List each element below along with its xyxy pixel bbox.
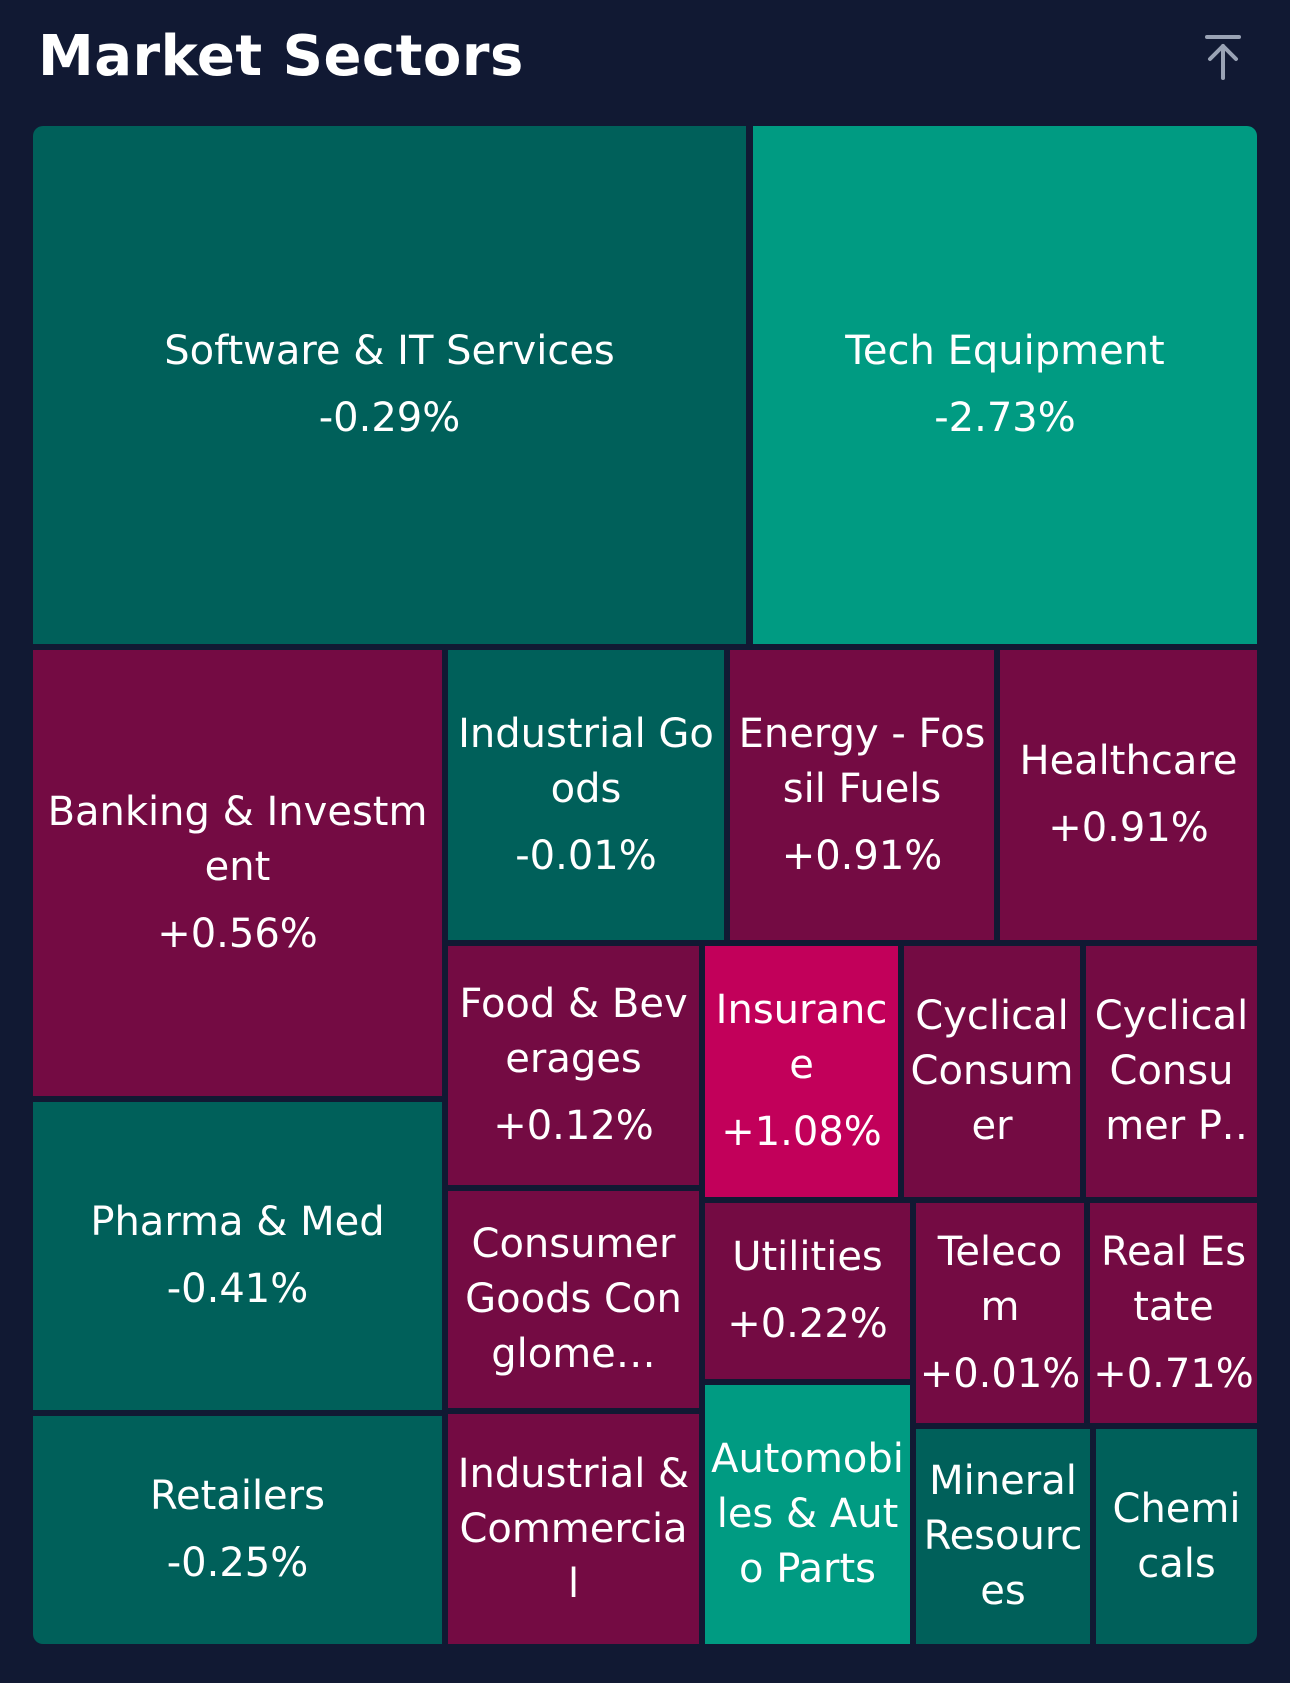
- tile-mineral-resources[interactable]: Mineral Resources: [916, 1429, 1090, 1644]
- tile-energy-fossil-fuels[interactable]: Energy - Fossil Fuels +0.91%: [730, 650, 994, 940]
- tile-cyclical-consumer[interactable]: Cyclical Consumer: [904, 946, 1080, 1197]
- tile-industrial-goods[interactable]: Industrial Goods -0.01%: [448, 650, 724, 940]
- sector-name: Automobiles & Auto Parts: [711, 1436, 904, 1592]
- sector-change: +0.91%: [781, 832, 943, 879]
- sector-change: -2.73%: [934, 395, 1076, 441]
- tile-healthcare[interactable]: Healthcare +0.91%: [1000, 650, 1257, 940]
- sector-change: +0.56%: [157, 910, 318, 957]
- sector-change: -0.29%: [318, 395, 461, 441]
- sector-name: Energy - Fossil Fuels: [738, 710, 986, 812]
- sector-name: Healthcare: [1019, 738, 1238, 784]
- tile-telecom[interactable]: Telecom +0.01%: [916, 1203, 1084, 1423]
- tile-chemicals[interactable]: Chemicals: [1096, 1429, 1257, 1644]
- sector-change: +1.08%: [721, 1109, 882, 1155]
- sector-change: +0.12%: [493, 1103, 654, 1149]
- tile-industrial-commercial[interactable]: Industrial & Commercial: [448, 1414, 699, 1644]
- sector-name: Cyclical Consumer: [910, 993, 1074, 1149]
- sector-name: Chemicals: [1112, 1485, 1241, 1587]
- tile-real-estate[interactable]: Real Estate +0.71%: [1090, 1203, 1257, 1423]
- tile-food-beverages[interactable]: Food & Beverages +0.12%: [448, 946, 699, 1185]
- tile-consumer-goods-conglomerates[interactable]: Consumer Goods Conglome…: [448, 1191, 699, 1408]
- sector-name: Industrial Goods: [458, 710, 714, 812]
- sector-name: Software & IT Services: [164, 328, 615, 374]
- sector-change: +0.71%: [1093, 1350, 1254, 1397]
- tile-automobiles-auto-parts[interactable]: Automobiles & Auto Parts: [705, 1385, 910, 1644]
- sector-name: Telecom: [937, 1228, 1063, 1330]
- sector-name: Cyclical Consumer Pro…: [1094, 993, 1249, 1149]
- collapse-button[interactable]: [1194, 28, 1252, 86]
- page-title: Market Sectors: [38, 24, 524, 89]
- sector-change: +0.91%: [1048, 805, 1209, 851]
- sector-name: Pharma & Med: [90, 1199, 385, 1245]
- tile-insurance[interactable]: Insurance +1.08%: [705, 946, 898, 1197]
- sector-name: Real Estate: [1100, 1228, 1247, 1330]
- arrow-up-to-line-icon: [1205, 35, 1241, 80]
- tile-utilities[interactable]: Utilities +0.22%: [705, 1203, 910, 1379]
- sector-name: Consumer Goods Conglome…: [465, 1221, 682, 1377]
- tile-software-it-services[interactable]: Software & IT Services -0.29%: [33, 126, 746, 644]
- tile-retailers[interactable]: Retailers -0.25%: [33, 1416, 442, 1644]
- sector-name: Mineral Resources: [923, 1458, 1083, 1614]
- sector-name: Tech Equipment: [845, 328, 1165, 374]
- header: Market Sectors: [38, 0, 1252, 126]
- sector-name: Industrial & Commercial: [457, 1450, 690, 1607]
- sector-name: Food & Beverages: [459, 981, 688, 1082]
- tile-pharma-med[interactable]: Pharma & Med -0.41%: [33, 1102, 442, 1410]
- sector-name: Utilities: [732, 1234, 883, 1280]
- sector-change: +0.22%: [727, 1301, 888, 1347]
- sector-change: +0.01%: [919, 1350, 1081, 1397]
- tile-cyclical-consumer-products[interactable]: Cyclical Consumer Pro…: [1086, 946, 1257, 1197]
- sector-change: -0.25%: [166, 1540, 309, 1586]
- sector-name: Banking & Investment: [47, 788, 428, 890]
- sector-name: Insurance: [715, 987, 888, 1088]
- sector-change: -0.01%: [515, 832, 657, 879]
- sector-change: -0.41%: [166, 1266, 309, 1312]
- tile-banking-investment[interactable]: Banking & Investment +0.56%: [33, 650, 442, 1096]
- tile-tech-equipment[interactable]: Tech Equipment -2.73%: [753, 126, 1257, 644]
- sector-treemap: Software & IT Services -0.29% Tech Equip…: [33, 126, 1257, 1644]
- sector-name: Retailers: [150, 1473, 325, 1519]
